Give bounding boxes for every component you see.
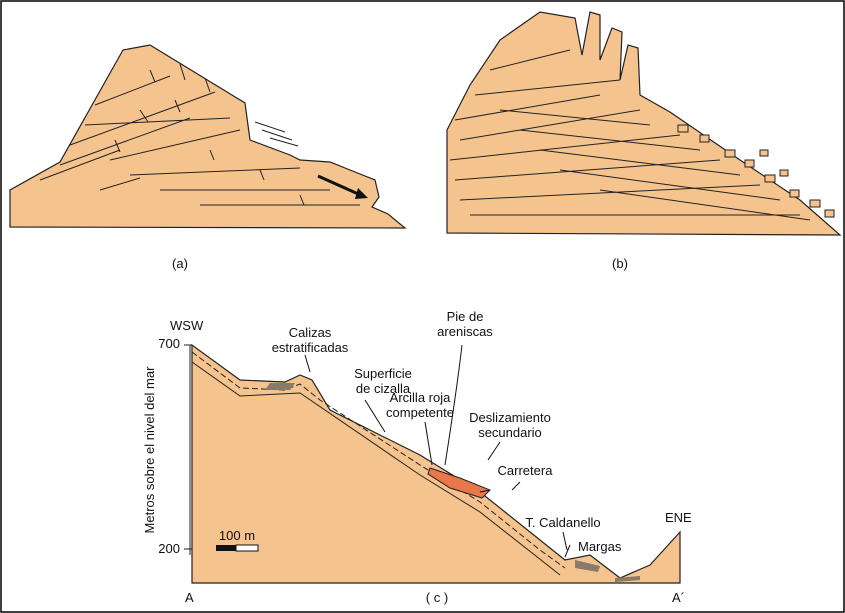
annotation: Superficie: [354, 366, 412, 381]
panel-label: ( c ): [426, 590, 448, 605]
annotation: Deslizamiento: [469, 410, 551, 425]
annotation: Arcilla roja: [390, 390, 451, 405]
panel-label: (b): [612, 256, 628, 271]
annotation: Carretera: [498, 463, 554, 478]
axis-tick: 700: [158, 336, 180, 351]
end-label: WSW: [170, 318, 204, 333]
scale-label: 100 m: [219, 528, 255, 543]
end-label: ENE: [665, 510, 692, 525]
annotation: areniscas: [437, 324, 493, 339]
point-label: A´: [672, 590, 685, 605]
point-label: A: [185, 590, 194, 605]
annotation: secundario: [478, 425, 542, 440]
annotation: Calizas: [289, 325, 332, 340]
panel-label: (a): [172, 256, 188, 271]
figure: (a) (b) 100 m 700 200 Metros sobre el ni…: [0, 0, 845, 613]
annotation: Margas: [578, 539, 622, 554]
annotation: estratificadas: [272, 340, 349, 355]
axis-title: Metros sobre el nivel del mar: [142, 366, 157, 534]
axis-tick: 200: [158, 541, 180, 556]
annotation: T. Caldanello: [525, 515, 600, 530]
annotation: competente: [386, 405, 454, 420]
annotation: Pie de: [447, 309, 484, 324]
